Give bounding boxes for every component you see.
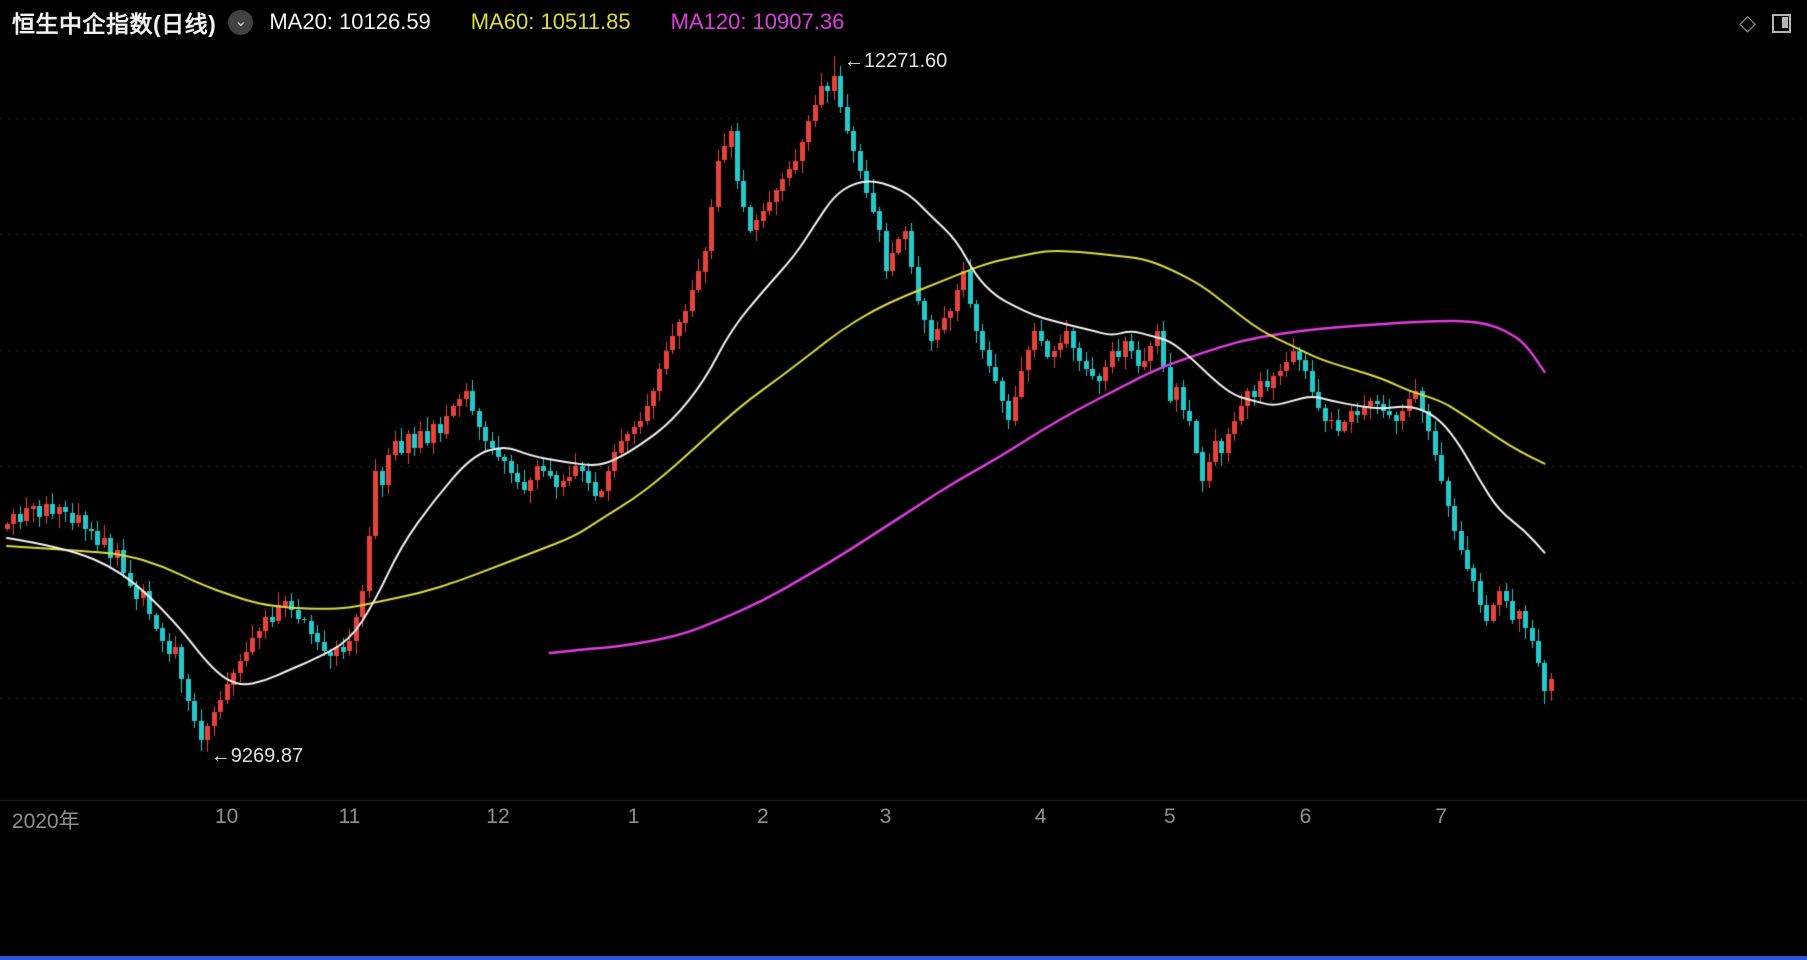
index-title: 恒生中企指数(日线) (12, 11, 217, 37)
x-axis-label: 2020年 (11, 810, 80, 833)
legend-item-ma20: MA20: 10126.59 (269, 9, 431, 34)
x-axis-label: 12 (486, 805, 510, 828)
x-axis-label: 3 (879, 805, 892, 828)
x-axis-label: 5 (1163, 805, 1176, 828)
x-axis-label: 11 (338, 805, 361, 828)
high-annotation: ←12271.60 (843, 49, 948, 72)
diamond-icon[interactable]: ◇ (1739, 10, 1756, 35)
bottom-accent-bar (0, 956, 1807, 960)
x-axis-label: 2 (756, 805, 769, 828)
x-axis-label: 4 (1034, 805, 1047, 828)
chart-header: 恒生中企指数(日线) ⌄ MA20: 10126.59 MA60: 10511.… (0, 0, 1807, 44)
panel-icon[interactable] (1772, 13, 1791, 33)
x-axis-label: 1 (627, 805, 640, 828)
legend-item-ma120: MA120: 10907.36 (670, 9, 845, 34)
low-annotation: ←9269.87 (210, 745, 304, 768)
collapse-icon[interactable]: ⌄ (228, 9, 254, 35)
header-icons: ◇ (1739, 12, 1791, 34)
x-axis-label: 6 (1299, 805, 1312, 828)
legend-item-ma60: MA60: 10511.85 (470, 9, 631, 34)
x-axis-label: 10 (214, 805, 239, 828)
x-axis-label: 7 (1435, 805, 1447, 828)
x-axis: 2020年 10 11 12 1 2 3 4 5 6 7 (0, 801, 1807, 833)
